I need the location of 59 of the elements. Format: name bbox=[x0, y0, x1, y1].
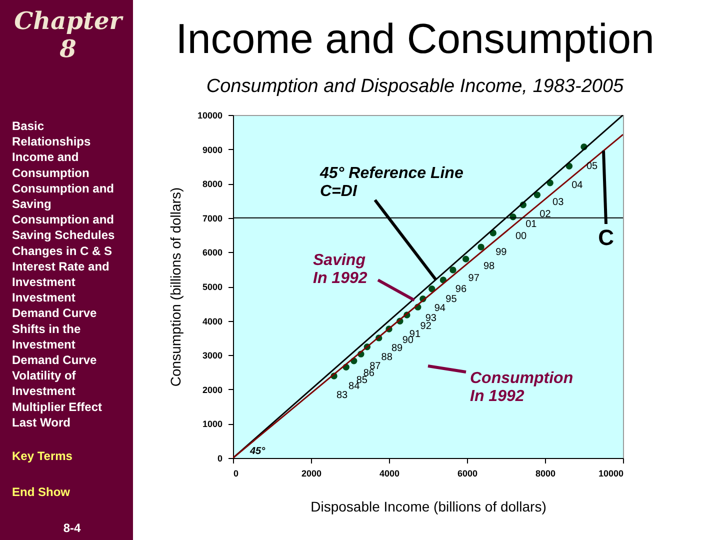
annotation: 45° Reference Line C=DI bbox=[319, 165, 464, 200]
annotation: 94 bbox=[434, 302, 446, 314]
y-tick-label: 8000 bbox=[202, 179, 222, 190]
text: 8-4 bbox=[63, 521, 81, 535]
annotation: 95 bbox=[446, 294, 458, 305]
annotation: Saving In 1992 bbox=[313, 252, 368, 287]
text: Consumption and Saving Schedules bbox=[12, 212, 116, 242]
annotation: 96 bbox=[455, 284, 467, 296]
y-tick-label: 5000 bbox=[202, 282, 222, 292]
chart-subtitle: Consumption and Disposable Income, 1983-2005 bbox=[206, 76, 624, 97]
annotation: 99 bbox=[496, 246, 508, 258]
text: End Show bbox=[12, 485, 71, 499]
annotation: 92 bbox=[420, 321, 432, 332]
text: Income and Consumption bbox=[12, 150, 90, 180]
annotation: 04 bbox=[572, 180, 584, 192]
y-tick-label: 3000 bbox=[202, 350, 222, 361]
y-tick-label: 6000 bbox=[202, 248, 222, 258]
annotation: C bbox=[598, 225, 614, 250]
y-tick-label: 1000 bbox=[202, 419, 222, 430]
annotation: 89 bbox=[391, 343, 403, 354]
text: Key Terms bbox=[12, 449, 73, 463]
annotation: 00 bbox=[515, 230, 528, 242]
annotation: 84 bbox=[348, 381, 360, 392]
text: Basic Relationships bbox=[12, 119, 92, 149]
x-tick-label: 10000 bbox=[598, 468, 624, 478]
text: Chapter 8 bbox=[14, 6, 124, 63]
annotation: 02 bbox=[540, 208, 552, 220]
y-tick-label: 9000 bbox=[202, 144, 222, 155]
text: Last Word bbox=[12, 415, 70, 430]
y-axis-title: Consumption (billions of dollars) bbox=[167, 187, 184, 387]
annotation: 90 bbox=[402, 335, 414, 346]
annotation: 97 bbox=[468, 273, 480, 284]
annotation: 03 bbox=[552, 196, 564, 208]
annotation: 01 bbox=[526, 218, 538, 230]
x-tick-label: 8000 bbox=[535, 468, 556, 478]
text: Shifts in the Investment Demand Curve bbox=[12, 322, 98, 367]
annotation: 05 bbox=[586, 160, 598, 172]
x-tick-label: 2000 bbox=[301, 468, 322, 478]
text: Interest Rate and Investment bbox=[12, 259, 110, 289]
x-tick-label: 0 bbox=[234, 468, 239, 478]
annotation: 88 bbox=[381, 352, 393, 363]
chart-title: Income and Consumption bbox=[176, 15, 654, 62]
y-tick-label: 2000 bbox=[202, 384, 222, 395]
x-tick-label: 6000 bbox=[457, 468, 478, 478]
annotation: 98 bbox=[483, 261, 496, 272]
text: Consumption and Saving bbox=[12, 181, 114, 211]
text: Investment Demand Curve bbox=[12, 290, 98, 320]
text: Multiplier Effect bbox=[12, 400, 102, 414]
y-tick-label: 7000 bbox=[202, 213, 222, 224]
annotation: 83 bbox=[336, 390, 348, 402]
y-tick-label: 4000 bbox=[202, 316, 222, 326]
text: Changes in C & S bbox=[12, 244, 112, 258]
annotation: Consumption In 1992 bbox=[470, 370, 574, 405]
y-tick-label: 0 bbox=[217, 454, 222, 464]
y-tick-label: 10000 bbox=[197, 110, 222, 120]
x-tick-label: 4000 bbox=[379, 468, 400, 478]
annotation: 45° bbox=[249, 446, 266, 457]
x-axis-title: Disposable Income (billions of dollars) bbox=[310, 498, 546, 514]
text: Volatility of Investment bbox=[12, 368, 77, 398]
